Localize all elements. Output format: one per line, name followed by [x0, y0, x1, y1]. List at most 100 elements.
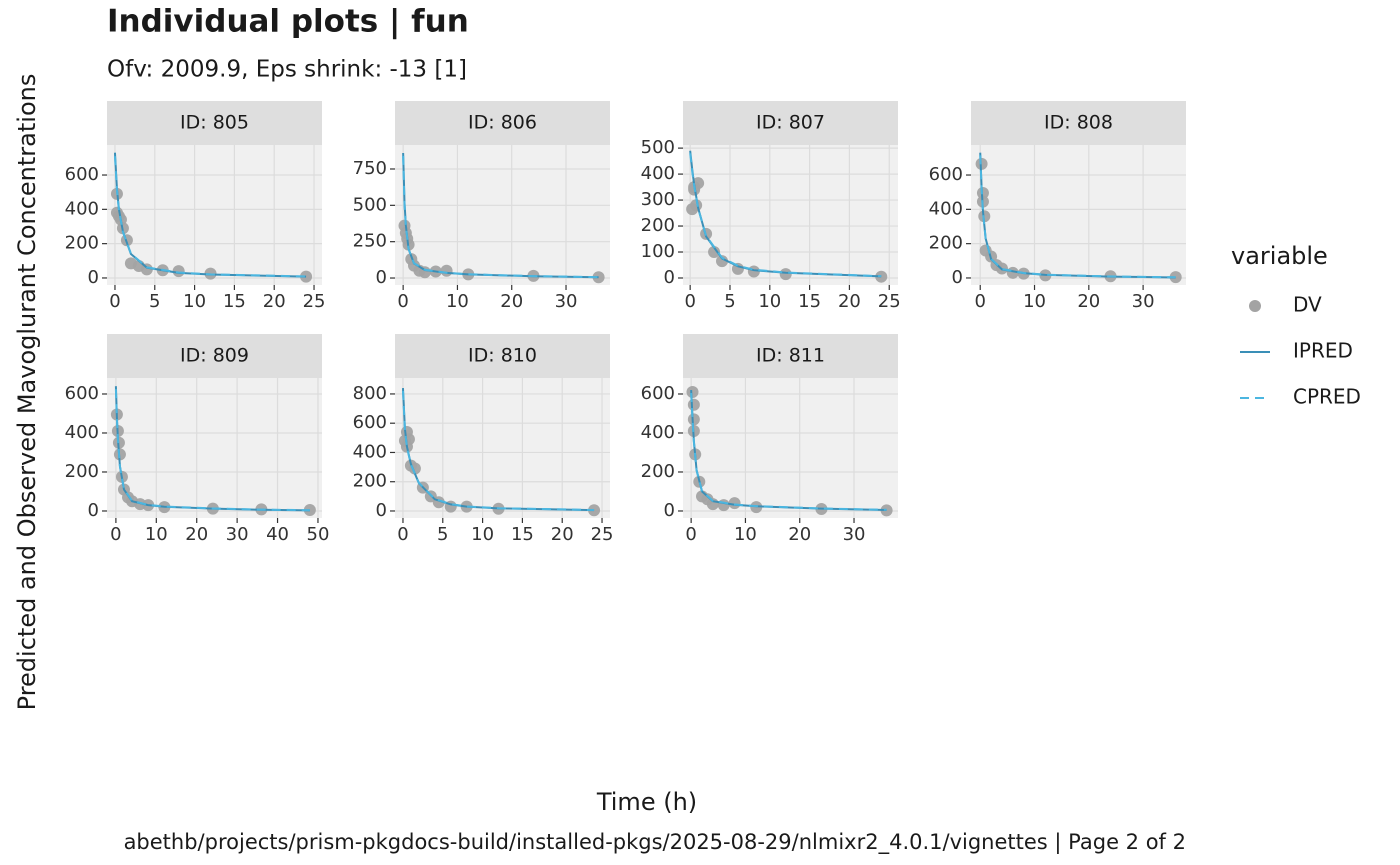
dv-point	[875, 270, 888, 283]
y-tick-label: 250	[353, 231, 387, 252]
dv-point	[440, 264, 453, 277]
dv-point	[588, 504, 601, 517]
dv-point	[708, 246, 721, 259]
panel-background	[683, 145, 898, 285]
line-cpred	[689, 153, 882, 278]
x-tick-label: 0	[975, 291, 986, 312]
y-tick-label: 400	[353, 441, 387, 462]
x-tick-label: 15	[511, 524, 534, 545]
legend-label: DV	[1293, 293, 1322, 317]
y-tick-label: 600	[353, 412, 387, 433]
strip-label: ID: 811	[756, 345, 825, 367]
y-tick-label: 400	[65, 422, 99, 443]
y-tick-label: 600	[65, 383, 99, 404]
x-tick-label: 10	[145, 524, 168, 545]
y-tick-label: 750	[353, 158, 387, 179]
dv-point	[300, 270, 313, 283]
y-tick-label: 400	[65, 198, 99, 219]
y-tick-label: 200	[65, 233, 99, 254]
dv-point	[717, 499, 730, 512]
line-cpred	[113, 156, 307, 278]
x-tick-label: 10	[471, 524, 494, 545]
panel-background	[395, 145, 610, 285]
line-cpred	[690, 392, 887, 511]
x-tick-label: 30	[843, 524, 866, 545]
plot-area	[110, 152, 313, 283]
line-cpred	[401, 390, 595, 511]
y-tick-label: 500	[353, 194, 387, 215]
x-tick-label: 25	[591, 524, 614, 545]
strip-label: ID: 808	[1044, 112, 1113, 134]
x-tick-label: 20	[551, 524, 574, 545]
dv-point	[728, 497, 741, 510]
y-tick-label: 600	[641, 383, 675, 404]
y-tick-label: 0	[664, 267, 675, 288]
chart-title: Individual plots | fun	[107, 4, 469, 40]
dv-point	[716, 255, 729, 268]
y-tick-label: 0	[376, 267, 387, 288]
x-tick-label: 20	[185, 524, 208, 545]
y-tick-label: 0	[88, 500, 99, 521]
x-tick-label: 5	[724, 291, 735, 312]
x-tick-label: 10	[183, 291, 206, 312]
y-tick-label: 100	[641, 241, 675, 262]
x-tick-label: 50	[307, 524, 330, 545]
strip-label: ID: 807	[756, 112, 825, 134]
y-tick-label: 600	[929, 164, 963, 185]
panel-background	[683, 378, 898, 518]
dv-point	[880, 504, 893, 517]
strip	[107, 101, 322, 145]
x-tick-label: 0	[109, 291, 120, 312]
strip	[395, 101, 610, 145]
y-tick-label: 200	[641, 215, 675, 236]
x-tick-label: 0	[397, 291, 408, 312]
strip	[971, 101, 1186, 145]
x-tick-label: 30	[226, 524, 249, 545]
x-tick-label: 25	[303, 291, 326, 312]
plot-area	[398, 388, 601, 517]
plot-area	[975, 152, 1182, 284]
legend-title: variable	[1231, 242, 1328, 270]
line-cpred	[402, 155, 599, 279]
y-tick-label: 0	[664, 500, 675, 521]
dv-point	[687, 398, 700, 411]
plot-area	[686, 386, 893, 517]
strip-label: ID: 810	[468, 345, 537, 367]
x-tick-label: 0	[684, 291, 695, 312]
y-tick-label: 400	[929, 198, 963, 219]
dv-point	[779, 268, 792, 281]
strip	[683, 334, 898, 378]
y-tick-label: 200	[641, 461, 675, 482]
strip-label: ID: 805	[180, 112, 249, 134]
x-tick-label: 10	[734, 524, 757, 545]
x-tick-label: 20	[788, 524, 811, 545]
x-tick-label: 10	[1023, 291, 1046, 312]
x-tick-label: 10	[446, 291, 469, 312]
legend-label: IPRED	[1293, 339, 1353, 363]
y-tick-label: 500	[641, 137, 675, 158]
y-tick-label: 0	[88, 267, 99, 288]
strip-label: ID: 809	[180, 345, 249, 367]
y-tick-label: 200	[65, 461, 99, 482]
x-tick-label: 10	[758, 291, 781, 312]
y-tick-label: 200	[353, 471, 387, 492]
x-tick-label: 30	[555, 291, 578, 312]
y-tick-label: 400	[641, 422, 675, 443]
legend-key	[1249, 300, 1261, 312]
strip	[683, 101, 898, 145]
caption: abethb/projects/prism-pkgdocs-build/inst…	[124, 830, 1186, 855]
x-tick-label: 5	[437, 524, 448, 545]
panel-background	[107, 378, 322, 518]
x-tick-label: 25	[878, 291, 901, 312]
y-axis-label: Predicted and Observed Mavoglurant Conce…	[13, 74, 41, 711]
y-tick-label: 200	[929, 233, 963, 254]
y-tick-label: 400	[641, 163, 675, 184]
y-tick-label: 800	[353, 383, 387, 404]
line-cpred	[979, 155, 1176, 279]
x-tick-label: 20	[838, 291, 861, 312]
dv-point	[172, 265, 185, 278]
x-tick-label: 5	[149, 291, 160, 312]
legend-label: CPRED	[1293, 385, 1361, 409]
